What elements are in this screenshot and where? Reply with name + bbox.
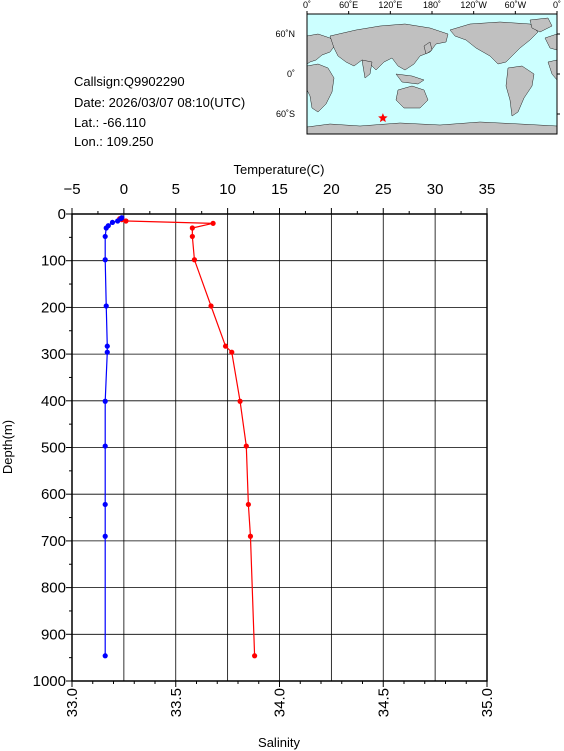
temperature-profile-line <box>104 217 123 656</box>
salinity-point <box>210 220 216 226</box>
salinity-point <box>191 257 198 263</box>
profile-series <box>102 215 258 659</box>
salinity-tick-label: 33.5 <box>168 688 185 717</box>
salinity-tick-label: 35.0 <box>479 688 496 717</box>
salinity-axis-label: Salinity <box>258 735 300 750</box>
temperature-point <box>102 257 108 263</box>
temperature-point <box>109 219 116 226</box>
temperature-point <box>102 443 108 449</box>
salinity-point <box>222 343 229 349</box>
map-lon-label: 120˚W <box>460 0 487 10</box>
map-lat-labels: 60˚N 0˚ 60˚S <box>275 29 295 119</box>
map-lon-label: 60˚W <box>505 0 527 10</box>
temperature-point <box>102 398 108 404</box>
temperature-tick-label: 0 <box>120 181 128 198</box>
depth-tick-label: 200 <box>41 299 66 316</box>
temperature-tick-label: 25 <box>375 181 392 198</box>
chart-grid <box>71 213 488 682</box>
depth-tick-label: 500 <box>41 440 66 457</box>
salinity-point <box>252 653 258 659</box>
station-date: Date: 2026/03/07 08:10(UTC) <box>74 95 245 110</box>
salinity-point <box>247 533 254 539</box>
map-lon-label: 120˚E <box>378 0 402 10</box>
salinity-profile-line <box>119 218 256 656</box>
temperature-point <box>102 233 108 240</box>
temperature-tick-label: 5 <box>172 181 180 198</box>
temperature-point <box>104 349 110 355</box>
depth-tick-label: 300 <box>41 346 66 363</box>
station-star-icon <box>378 113 388 123</box>
salinity-point <box>245 501 251 508</box>
temperature-tick-label: 35 <box>479 181 496 198</box>
map-lat-label: 0˚ <box>287 69 295 79</box>
depth-tick-label: 700 <box>41 533 66 550</box>
station-marker <box>378 113 388 123</box>
depth-tick-label: 800 <box>41 580 66 597</box>
depth-tick-label: 1000 <box>33 673 66 690</box>
temperature-point <box>115 218 121 224</box>
depth-tick-label: 600 <box>41 486 66 503</box>
salinity-point <box>229 349 235 355</box>
temperature-point <box>102 501 108 508</box>
temperature-point <box>104 343 110 349</box>
salinity-tick-label: 34.5 <box>375 688 392 717</box>
temperature-tick-label: 15 <box>271 181 288 198</box>
salinity-point <box>237 398 243 404</box>
salinity-tick-label: 33.0 <box>64 688 81 717</box>
salinity-ticks: 33.0 33.5 34.0 34.5 35.0 <box>64 681 496 717</box>
depth-ticks: 0 100 200 300 400 500 600 700 800 900 1000 <box>33 206 72 690</box>
map-lon-label: 0˚ <box>303 0 311 10</box>
salinity-point <box>208 303 214 309</box>
station-lat: Lat.: -66.110 <box>74 115 146 130</box>
depth-tick-label: 0 <box>58 206 66 223</box>
station-lon: Lon.: 109.250 <box>74 134 154 149</box>
map-lon-labels: 0˚ 60˚E 120˚E 180˚ 120˚W 60˚W 0˚ <box>303 0 561 10</box>
temperature-series <box>102 215 125 659</box>
map-land <box>306 17 558 135</box>
salinity-series <box>117 216 258 659</box>
map-lon-label: 180˚ <box>423 0 441 10</box>
salinity-point <box>123 218 129 224</box>
salinity-point <box>189 233 195 240</box>
salinity-tick-label: 34.0 <box>272 688 289 717</box>
depth-tick-label: 100 <box>41 253 66 270</box>
station-info: Callsign:Q9902290 Date: 2026/03/07 08:10… <box>74 74 245 149</box>
map-lon-label: 60˚E <box>339 0 358 10</box>
chart-frame <box>71 213 488 682</box>
map-lat-label: 60˚N <box>275 29 295 39</box>
station-callsign: Callsign:Q9902290 <box>74 74 185 89</box>
temperature-point <box>103 303 109 309</box>
temperature-tick-label: −5 <box>63 181 80 198</box>
temperature-ticks: −5 0 5 10 15 20 25 30 35 <box>63 181 495 214</box>
salinity-point <box>243 443 249 449</box>
temperature-point <box>102 653 108 659</box>
map-lon-label: 0˚ <box>553 0 561 10</box>
salinity-point <box>189 225 195 231</box>
depth-tick-label: 900 <box>41 626 66 643</box>
temperature-axis-label: Temperature(C) <box>233 162 324 177</box>
temperature-tick-label: 20 <box>323 181 340 198</box>
profile-chart: Temperature(C) Salinity Depth(m) −5 0 5 10 1… <box>0 162 496 750</box>
temperature-point <box>102 533 108 539</box>
temperature-tick-label: 10 <box>219 181 236 198</box>
location-map: 0˚ 60˚E 120˚E 180˚ 120˚W 60˚W 0˚ 60˚N 0˚ 60˚S <box>275 0 561 135</box>
temperature-tick-label: 30 <box>427 181 444 198</box>
depth-tick-label: 400 <box>41 393 66 410</box>
temperature-point <box>103 225 109 231</box>
map-ticks <box>306 11 560 115</box>
map-lat-label: 60˚S <box>276 109 295 119</box>
depth-axis-label: Depth(m) <box>0 420 15 474</box>
